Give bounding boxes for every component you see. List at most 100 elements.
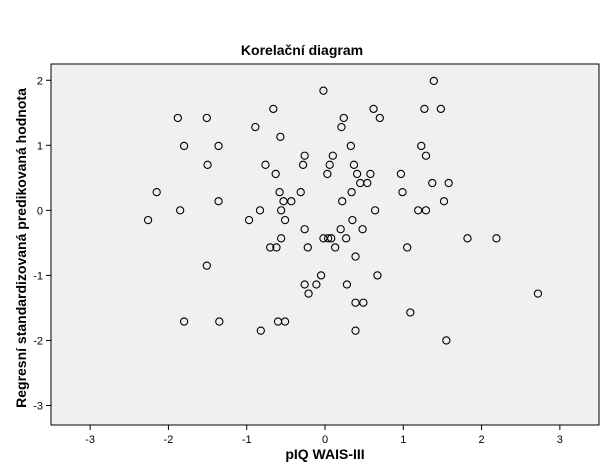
- data-point: [339, 113, 348, 123]
- data-point: [327, 234, 336, 243]
- plot-frame: [50, 63, 600, 426]
- x-tick-label: 1: [400, 434, 406, 446]
- data-point: [269, 104, 278, 114]
- data-point: [403, 243, 412, 252]
- data-point: [463, 234, 472, 243]
- data-point: [373, 271, 382, 280]
- data-point: [272, 243, 281, 252]
- data-point: [298, 160, 308, 169]
- x-tick-label: 3: [557, 434, 563, 446]
- data-point: [444, 178, 453, 188]
- data-point: [346, 141, 355, 151]
- data-point: [277, 206, 286, 215]
- data-point: [351, 326, 360, 335]
- data-point: [251, 122, 260, 132]
- data-point: [280, 215, 290, 225]
- data-point: [179, 317, 189, 326]
- data-point: [421, 151, 431, 160]
- data-point: [179, 141, 189, 151]
- data-point: [363, 178, 372, 188]
- x-tick-label: 2: [479, 434, 485, 446]
- data-point: [271, 169, 280, 179]
- data-point: [369, 104, 378, 114]
- data-point: [351, 252, 360, 261]
- data-point: [421, 206, 431, 215]
- data-point: [428, 178, 437, 188]
- data-point: [366, 169, 375, 179]
- data-point: [325, 160, 334, 169]
- x-axis: -3 -2 -1 0 1 2 3: [85, 425, 563, 446]
- data-point: [342, 280, 352, 289]
- data-point: [347, 187, 356, 197]
- data-point: [336, 225, 345, 234]
- data-point: [439, 197, 449, 206]
- data-point: [202, 261, 211, 270]
- data-point: [323, 169, 332, 179]
- data-point: [358, 225, 367, 234]
- data-point: [429, 76, 438, 86]
- data-point: [300, 225, 309, 234]
- x-tick-label: -2: [164, 434, 174, 446]
- data-point: [349, 160, 359, 169]
- data-point: [323, 234, 333, 243]
- data-point: [303, 243, 312, 252]
- y-tick-label: 2: [37, 75, 43, 87]
- data-point: [143, 215, 153, 225]
- x-tick-label: 0: [322, 434, 328, 446]
- data-point: [436, 104, 446, 114]
- data-point: [173, 113, 182, 123]
- data-point: [202, 113, 211, 123]
- y-axis: -3 -2 -1 0 1 2: [33, 75, 51, 412]
- x-tick-label: -1: [242, 434, 252, 446]
- y-tick-label: -2: [33, 335, 43, 347]
- data-point: [287, 197, 296, 206]
- data-point: [203, 160, 212, 169]
- data-point: [280, 317, 290, 326]
- data-point: [152, 187, 161, 197]
- data-point: [375, 113, 384, 123]
- data-point: [266, 243, 275, 252]
- data-point: [176, 206, 185, 215]
- data-point: [352, 169, 362, 179]
- data-point: [277, 234, 286, 243]
- data-point: [414, 206, 423, 215]
- data-point: [296, 187, 305, 197]
- data-point: [312, 280, 321, 289]
- data-point: [533, 289, 543, 298]
- data-point: [417, 141, 426, 151]
- data-point: [348, 215, 357, 225]
- data-point: [341, 234, 351, 243]
- data-point: [328, 151, 337, 160]
- data-point: [255, 206, 265, 215]
- y-tick-label: -3: [33, 400, 43, 412]
- data-points: [143, 76, 543, 345]
- data-point: [300, 151, 309, 160]
- data-point: [276, 132, 285, 142]
- data-point: [275, 187, 284, 197]
- data-point: [406, 308, 415, 317]
- x-tick-label: -3: [85, 434, 95, 446]
- y-tick-label: -1: [33, 270, 43, 282]
- data-point: [256, 326, 265, 335]
- data-point: [261, 160, 270, 169]
- data-point: [398, 187, 407, 197]
- x-axis-label: pIQ WAIS-III: [285, 446, 364, 462]
- data-point: [442, 336, 451, 345]
- plot-area: [51, 64, 599, 425]
- chart-title: Korelační diagram: [241, 42, 363, 58]
- y-tick-label: 1: [37, 140, 43, 152]
- data-point: [370, 206, 380, 215]
- data-point: [337, 122, 346, 132]
- data-point: [338, 197, 347, 206]
- data-point: [304, 289, 313, 298]
- data-point: [316, 271, 326, 280]
- data-point: [396, 169, 406, 179]
- data-point: [215, 317, 224, 326]
- data-point: [420, 104, 429, 114]
- y-tick-label: 0: [37, 205, 43, 217]
- data-point: [492, 234, 501, 243]
- data-point: [244, 215, 254, 225]
- data-point: [319, 234, 328, 243]
- data-point: [331, 243, 340, 252]
